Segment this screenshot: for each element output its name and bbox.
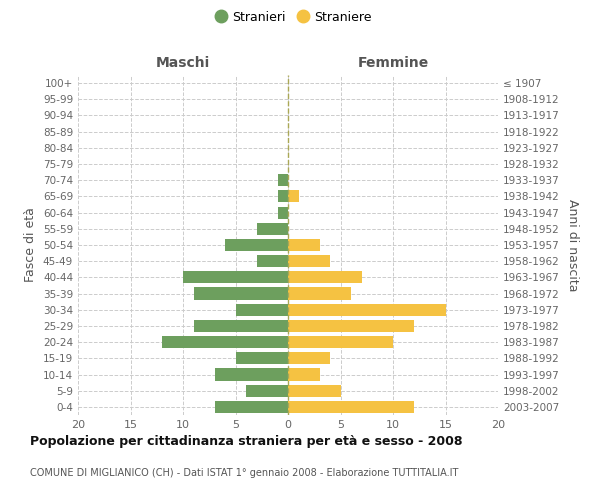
Bar <box>288 401 414 413</box>
Bar <box>288 352 330 364</box>
Text: Maschi: Maschi <box>156 56 210 70</box>
Text: COMUNE DI MIGLIANICO (CH) - Dati ISTAT 1° gennaio 2008 - Elaborazione TUTTITALIA: COMUNE DI MIGLIANICO (CH) - Dati ISTAT 1… <box>30 468 458 477</box>
Bar <box>288 368 320 380</box>
Bar <box>277 174 288 186</box>
Bar <box>277 190 288 202</box>
Bar <box>193 320 288 332</box>
Bar <box>288 190 299 202</box>
Bar <box>215 368 288 380</box>
Bar <box>288 272 361 283</box>
Y-axis label: Fasce di età: Fasce di età <box>25 208 37 282</box>
Bar <box>215 401 288 413</box>
Bar <box>288 336 393 348</box>
Bar <box>277 206 288 218</box>
Bar <box>288 255 330 268</box>
Legend: Stranieri, Straniere: Stranieri, Straniere <box>211 6 377 29</box>
Bar <box>257 255 288 268</box>
Bar <box>235 352 288 364</box>
Bar <box>288 320 414 332</box>
Bar <box>235 304 288 316</box>
Bar <box>246 384 288 397</box>
Bar <box>288 384 341 397</box>
Bar <box>183 272 288 283</box>
Bar <box>257 222 288 235</box>
Bar <box>288 288 351 300</box>
Text: Popolazione per cittadinanza straniera per età e sesso - 2008: Popolazione per cittadinanza straniera p… <box>30 435 463 448</box>
Bar <box>288 239 320 251</box>
Y-axis label: Anni di nascita: Anni di nascita <box>566 198 579 291</box>
Bar <box>162 336 288 348</box>
Text: Femmine: Femmine <box>358 56 428 70</box>
Bar <box>288 304 445 316</box>
Bar <box>193 288 288 300</box>
Bar <box>225 239 288 251</box>
